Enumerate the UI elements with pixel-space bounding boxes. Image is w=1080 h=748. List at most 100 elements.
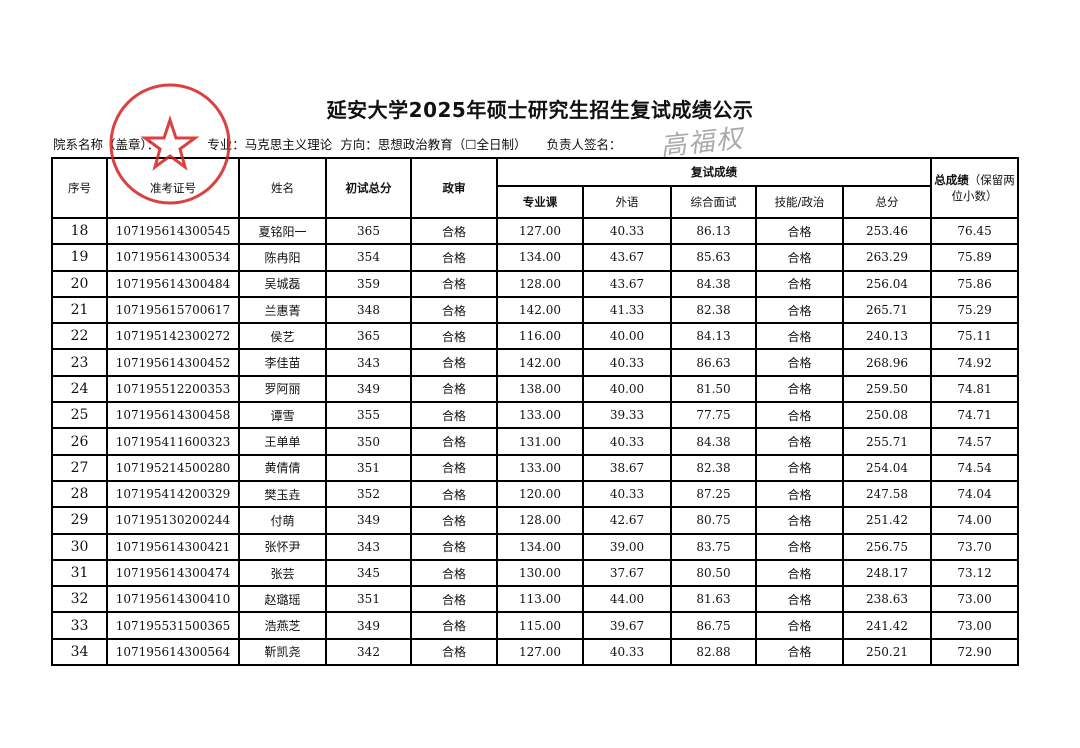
cell-skill-politics: 合格 <box>755 216 844 246</box>
cell-initial-total: 355 <box>325 401 412 430</box>
cell-retest-total: 240.13 <box>841 322 933 351</box>
header-seq: 序号 <box>51 157 108 219</box>
cell-seq: 21 <box>51 295 108 325</box>
cell-name: 谭雪 <box>238 401 327 430</box>
cell-initial-total: 342 <box>325 637 412 667</box>
cell-political: 合格 <box>410 611 498 640</box>
cell-initial-total: 349 <box>325 506 412 535</box>
cell-seq: 27 <box>51 453 108 482</box>
cell-interview: 81.63 <box>670 585 757 614</box>
cell-final: 74.71 <box>930 401 1020 430</box>
cell-interview: 81.50 <box>670 374 757 404</box>
cell-interview: 86.13 <box>670 216 757 246</box>
cell-retest-total: 247.58 <box>841 479 933 509</box>
cell-exam-id: 107195615700617 <box>106 295 240 325</box>
cell-initial-total: 354 <box>325 243 412 272</box>
cell-retest-total: 263.29 <box>841 243 933 272</box>
cell-interview: 82.38 <box>670 453 757 482</box>
cell-major-course: 131.00 <box>496 427 584 456</box>
cell-major-course: 127.00 <box>496 216 584 246</box>
cell-final: 75.29 <box>930 295 1020 325</box>
cell-political: 合格 <box>410 348 498 377</box>
cell-retest-total: 268.96 <box>841 348 933 377</box>
cell-skill-politics: 合格 <box>755 322 844 351</box>
table-row: 31 107195614300474 张芸 345 合格 130.00 37.67 80.50… <box>51 558 1020 588</box>
major-label: 专业：马克思主义理论 <box>207 137 333 152</box>
cell-initial-total: 351 <box>325 453 412 482</box>
cell-skill-politics: 合格 <box>755 506 844 535</box>
cell-skill-politics: 合格 <box>755 558 844 588</box>
table-row: 33 107195531500365 浩燕芝 349 合格 115.00 39.67 86.7… <box>51 611 1020 640</box>
cell-foreign-lang: 40.00 <box>582 374 672 404</box>
cell-skill-politics: 合格 <box>755 532 844 561</box>
cell-foreign-lang: 40.33 <box>582 637 672 667</box>
table-body: 18 107195614300545 夏铭阳一 365 合格 127.00 40.33 86.… <box>51 216 1020 667</box>
cell-political: 合格 <box>410 295 498 325</box>
header-final: 总成绩（保留两位小数） <box>930 157 1020 219</box>
cell-skill-politics: 合格 <box>755 611 844 640</box>
cell-exam-id: 107195142300272 <box>106 322 240 351</box>
cell-retest-total: 241.42 <box>841 611 933 640</box>
cell-final: 75.89 <box>930 243 1020 272</box>
cell-exam-id: 107195614300421 <box>106 532 240 561</box>
cell-final: 73.00 <box>930 611 1020 640</box>
cell-seq: 22 <box>51 322 108 351</box>
cell-seq: 18 <box>51 216 108 246</box>
cell-political: 合格 <box>410 558 498 588</box>
cell-initial-total: 349 <box>325 611 412 640</box>
cell-initial-total: 359 <box>325 269 412 298</box>
header-interview: 综合面试 <box>670 185 757 219</box>
cell-interview: 86.63 <box>670 348 757 377</box>
header-exam-id: 准考证号 <box>106 157 240 219</box>
cell-political: 合格 <box>410 479 498 509</box>
header-retest-group: 复试成绩 <box>495 157 933 187</box>
header-retest-total: 总分 <box>841 185 933 219</box>
cell-political: 合格 <box>410 585 498 614</box>
cell-foreign-lang: 40.33 <box>582 479 672 509</box>
cell-retest-total: 256.04 <box>841 269 933 298</box>
cell-retest-total: 265.71 <box>841 295 933 325</box>
table-row: 30 107195614300421 张怀尹 343 合格 134.00 39.00 83.7… <box>51 532 1020 561</box>
cell-name: 黄倩倩 <box>238 453 327 482</box>
cell-skill-politics: 合格 <box>755 453 844 482</box>
table-row: 29 107195130200244 付萌 349 合格 128.00 42.67 80.75… <box>51 506 1020 535</box>
score-table: 序号 准考证号 姓名 初试总分 政审 复试成绩 总成绩（保留两位小数） 专业课 … <box>51 157 1020 667</box>
cell-interview: 80.75 <box>670 506 757 535</box>
cell-exam-id: 107195614300452 <box>106 348 240 377</box>
cell-seq: 23 <box>51 348 108 377</box>
cell-seq: 31 <box>51 558 108 588</box>
cell-seq: 20 <box>51 269 108 298</box>
cell-seq: 34 <box>51 637 108 667</box>
table-row: 26 107195411600323 王单单 350 合格 131.00 40.33 84.3… <box>51 427 1020 456</box>
cell-seq: 32 <box>51 585 108 614</box>
cell-name: 夏铭阳一 <box>238 216 327 246</box>
cell-retest-total: 238.63 <box>841 585 933 614</box>
page-title: 延安大学2025年硕士研究生招生复试成绩公示 <box>326 98 754 122</box>
cell-name: 李佳苗 <box>238 348 327 377</box>
cell-interview: 86.75 <box>670 611 757 640</box>
cell-name: 赵璐瑶 <box>238 585 327 614</box>
cell-political: 合格 <box>410 401 498 430</box>
table-row: 32 107195614300410 赵璐瑶 351 合格 113.00 44.00 81.6… <box>51 585 1020 614</box>
cell-skill-politics: 合格 <box>755 295 844 325</box>
header-final-note: （保留两位小数） <box>951 173 1015 203</box>
cell-interview: 82.38 <box>670 295 757 325</box>
cell-name: 陈冉阳 <box>238 243 327 272</box>
cell-final: 73.00 <box>930 585 1020 614</box>
cell-retest-total: 250.08 <box>841 401 933 430</box>
cell-final: 74.92 <box>930 348 1020 377</box>
table-row: 28 107195414200329 樊玉垚 352 合格 120.00 40.33 87.2… <box>51 479 1020 509</box>
cell-initial-total: 365 <box>325 322 412 351</box>
cell-seq: 25 <box>51 401 108 430</box>
cell-interview: 84.38 <box>670 269 757 298</box>
table-row: 25 107195614300458 谭雪 355 合格 133.00 39.33 77.75… <box>51 401 1020 430</box>
cell-exam-id: 107195614300534 <box>106 243 240 272</box>
header-foreign-lang: 外语 <box>582 185 672 219</box>
cell-exam-id: 107195512200353 <box>106 374 240 404</box>
cell-name: 张芸 <box>238 558 327 588</box>
cell-major-course: 127.00 <box>496 637 584 667</box>
cell-initial-total: 343 <box>325 348 412 377</box>
cell-final: 76.45 <box>930 216 1020 246</box>
table-row: 24 107195512200353 罗阿丽 349 合格 138.00 40.00 81.5… <box>51 374 1020 404</box>
cell-interview: 84.13 <box>670 322 757 351</box>
